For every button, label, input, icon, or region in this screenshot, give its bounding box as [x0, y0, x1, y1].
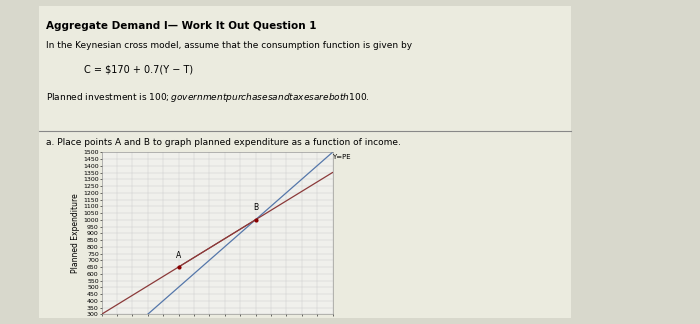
Text: In the Keynesian cross model, assume that the consumption function is given by: In the Keynesian cross model, assume tha…: [46, 40, 412, 50]
Text: Planned investment is $100; government purchases and taxes are both $100.: Planned investment is $100; government p…: [46, 91, 369, 104]
Y-axis label: Planned Expenditure: Planned Expenditure: [71, 193, 80, 273]
Text: B: B: [253, 203, 258, 212]
Text: Aggregate Demand I— Work It Out Question 1: Aggregate Demand I— Work It Out Question…: [46, 21, 316, 31]
Text: C = $170 + 0.7(Y − T): C = $170 + 0.7(Y − T): [84, 65, 193, 75]
Text: a. Place points A and B to graph planned expenditure as a function of income.: a. Place points A and B to graph planned…: [46, 138, 400, 147]
Text: A: A: [176, 250, 181, 260]
Text: Y=PE: Y=PE: [332, 154, 351, 160]
